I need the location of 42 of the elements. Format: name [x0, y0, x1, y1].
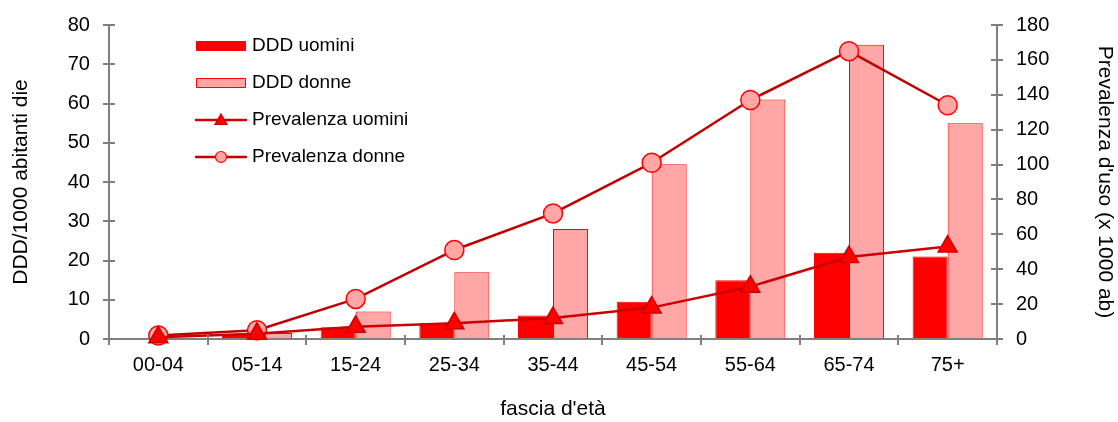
y-tick-label: 60	[67, 91, 90, 114]
y2-tick-label: 180	[1016, 12, 1050, 35]
y-tick-label: 0	[78, 326, 90, 349]
x-tick-label: 00-04	[132, 352, 184, 375]
y2-axis-title: Prevalenza d'uso (x 1000 ab)	[1094, 45, 1118, 319]
y2-tick-label: 140	[1016, 82, 1050, 105]
y2-tick-label: 100	[1016, 152, 1050, 175]
legend-label: Prevalenza uomini	[252, 108, 409, 130]
y2-tick-label: 0	[1016, 326, 1028, 349]
x-tick-label: 05-14	[231, 352, 283, 375]
point	[444, 311, 465, 330]
x-axis-title: fascia d'età	[500, 396, 607, 420]
legend-label: Prevalenza donne	[252, 145, 406, 167]
point	[838, 245, 860, 264]
x-tick-label: 45-54	[626, 352, 678, 375]
y2-tick-label: 60	[1016, 221, 1039, 244]
y2-tick-label: 80	[1016, 186, 1039, 209]
x-tick-label: 65-74	[823, 352, 875, 375]
y-tick-label: 70	[67, 51, 90, 74]
y-tick-label: 80	[67, 12, 90, 35]
y2-tick-label: 20	[1016, 291, 1039, 314]
y-tick-label: 20	[67, 248, 90, 271]
x-tick-label: 75+	[930, 352, 965, 375]
legend-label: DDD uomini	[252, 34, 355, 56]
point	[641, 295, 662, 314]
point	[345, 315, 366, 334]
y2-tick-label: 40	[1016, 256, 1039, 279]
x-tick-label: 15-24	[330, 352, 382, 375]
y-tick-label: 50	[67, 130, 90, 153]
x-tick-label: 55-64	[724, 352, 776, 375]
y-axis-title: DDD/1000 abitanti die	[8, 79, 32, 285]
y-tick-label: 40	[67, 169, 90, 192]
x-tick-label: 25-34	[428, 352, 480, 375]
y2-tick-label: 160	[1016, 47, 1050, 70]
y2-tick-label: 120	[1016, 117, 1050, 140]
legend-label: DDD donne	[252, 71, 352, 93]
point	[740, 274, 761, 293]
point	[937, 234, 958, 253]
x-tick-label: 35-44	[527, 352, 579, 375]
y-tick-label: 10	[67, 287, 90, 310]
y-tick-label: 30	[67, 208, 90, 231]
point	[542, 306, 564, 325]
